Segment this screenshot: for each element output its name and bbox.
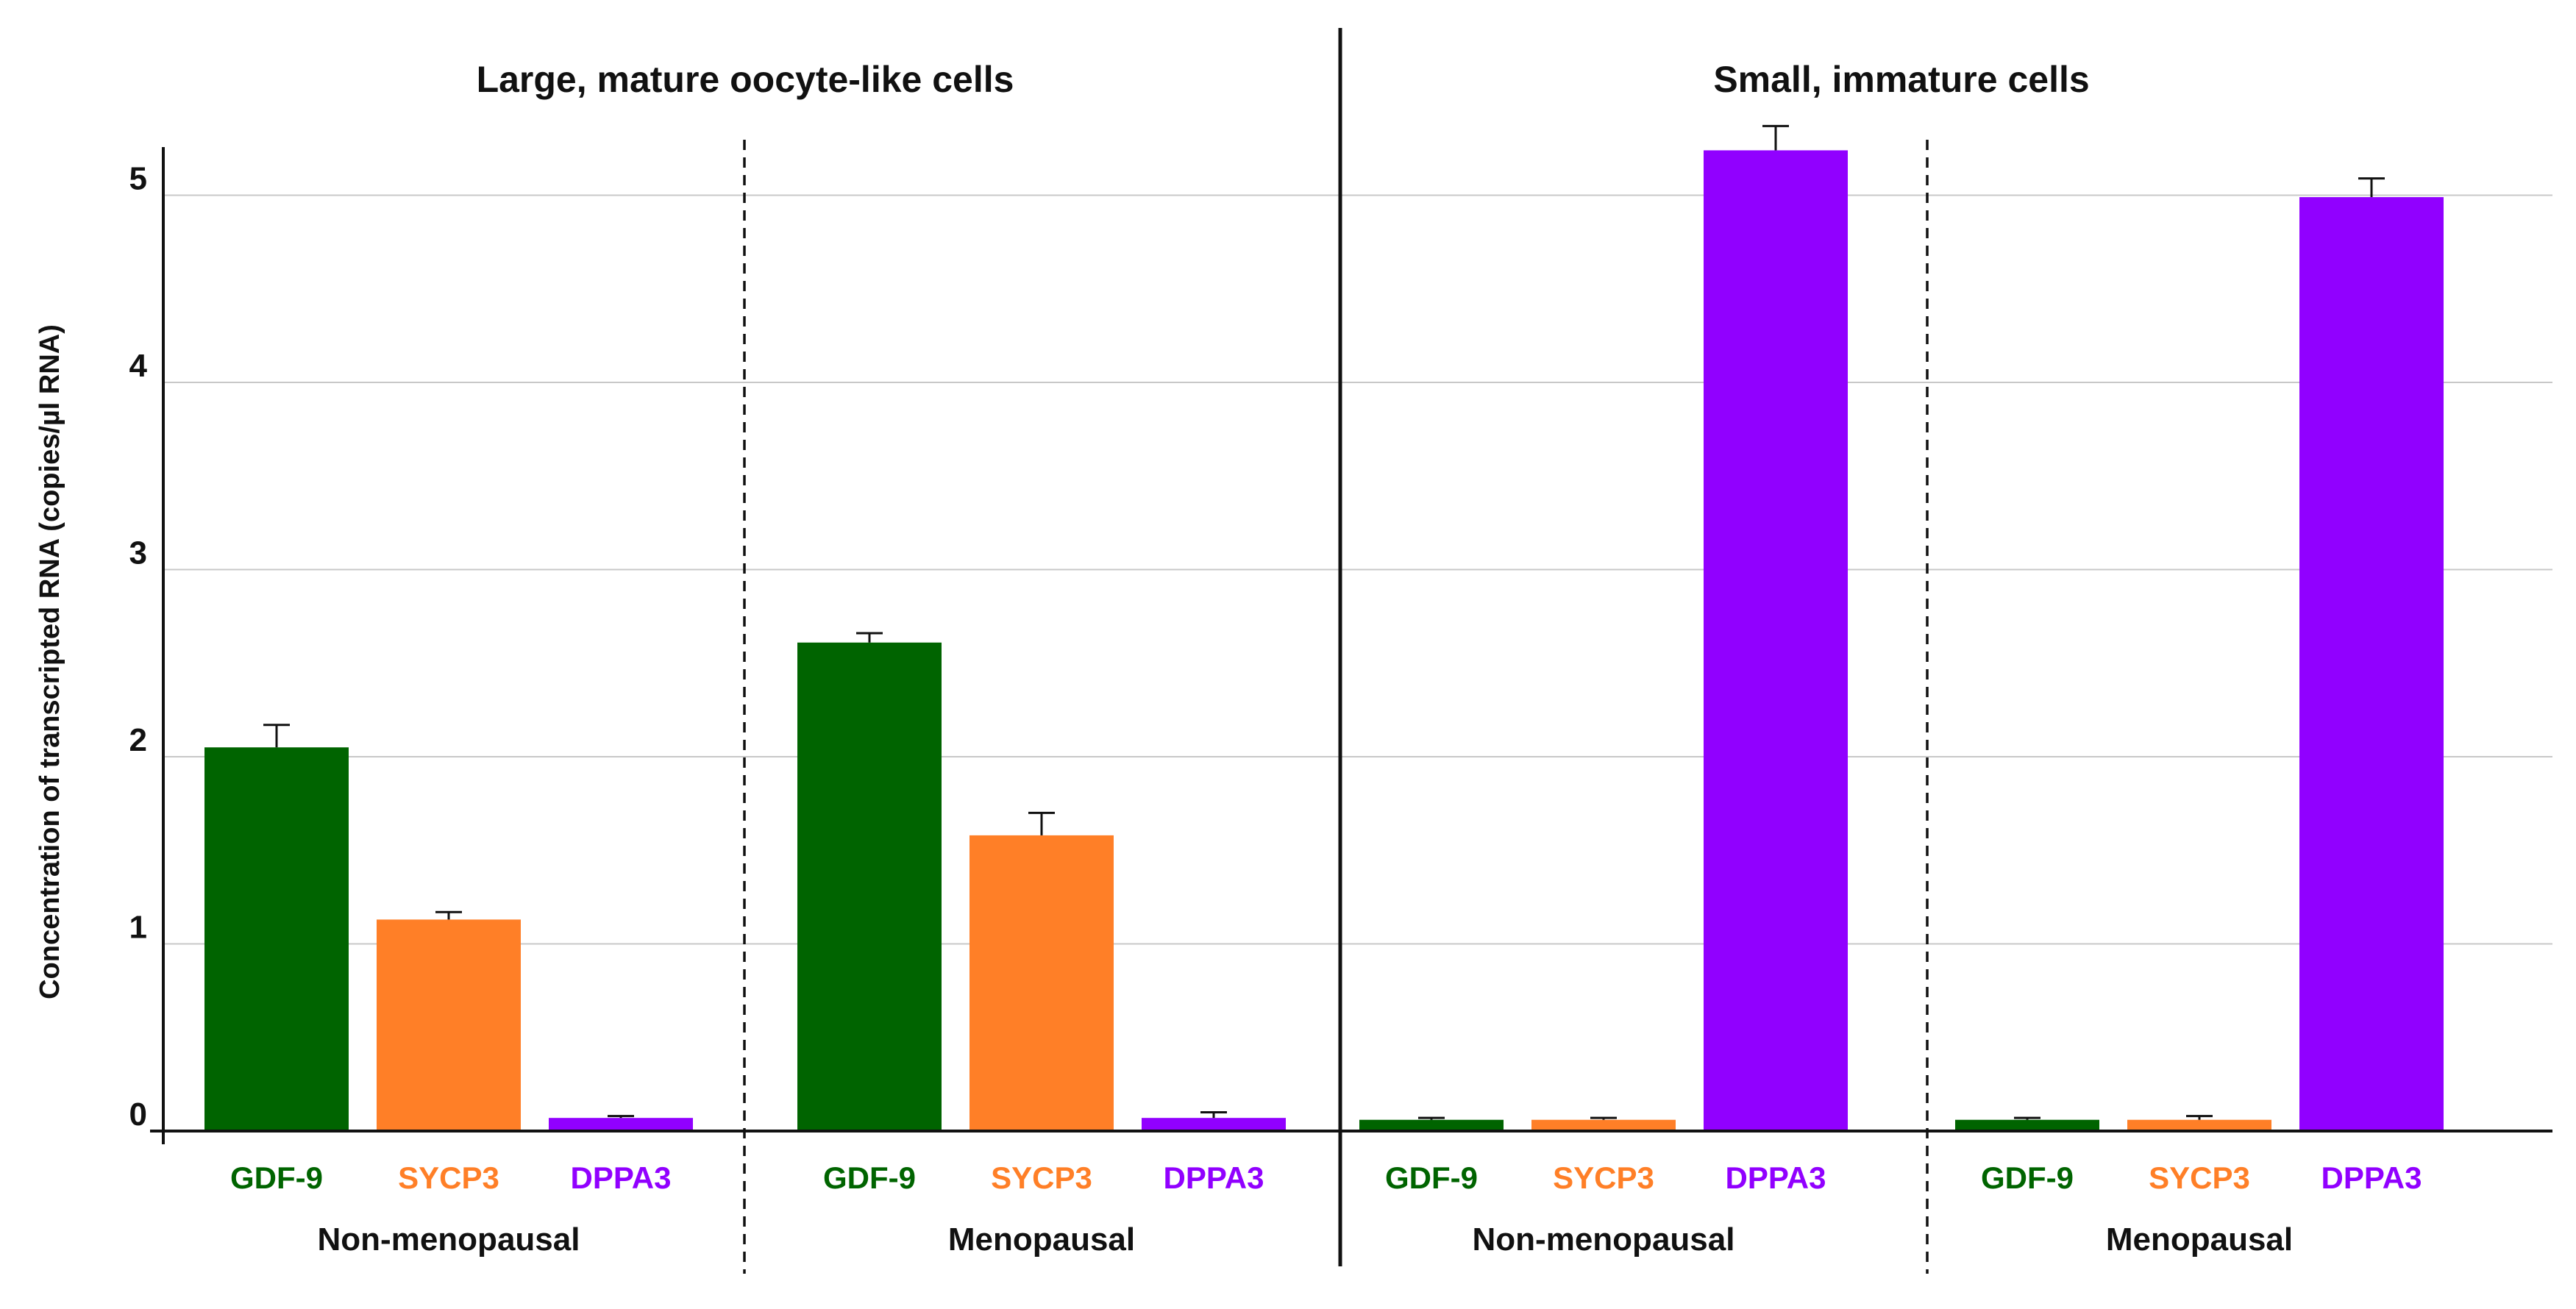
y-tick-label: 1 <box>129 910 147 946</box>
category-label: GDF-9 <box>823 1160 916 1195</box>
section-title: Small, immature cells <box>1713 59 2089 100</box>
bar-gdf9 <box>1955 1119 2099 1131</box>
y-tick-label: 2 <box>129 722 147 758</box>
bars <box>204 124 2444 1131</box>
axes <box>150 28 2552 1274</box>
y-tick-label: 0 <box>129 1096 147 1133</box>
category-label: DPPA3 <box>2321 1160 2422 1195</box>
group-label: Menopausal <box>2106 1221 2293 1258</box>
category-label: SYCP3 <box>991 1160 1092 1195</box>
y-axis-label: Concentration of transcripted RNA (copie… <box>35 324 65 999</box>
gridlines <box>163 194 2552 945</box>
bar-gdf9 <box>797 642 942 1131</box>
bar-sycp3 <box>1531 1119 1676 1131</box>
category-label: GDF-9 <box>1981 1160 2074 1195</box>
bar-sycp3 <box>377 919 521 1131</box>
bar-dppa3 <box>2299 197 2444 1131</box>
section-title: Large, mature oocyte-like cells <box>477 59 1014 100</box>
bar-sycp3 <box>2127 1119 2271 1131</box>
bar-dppa3 <box>1142 1118 1286 1131</box>
category-label: DPPA3 <box>1726 1160 1826 1195</box>
category-label: DPPA3 <box>1164 1160 1264 1195</box>
group-label: Non-menopausal <box>1473 1221 1735 1258</box>
y-tick-label: 5 <box>129 161 147 197</box>
category-label: GDF-9 <box>1385 1160 1478 1195</box>
bar-dppa3 <box>549 1118 693 1131</box>
category-label: DPPA3 <box>571 1160 672 1195</box>
bar-dppa3 <box>1704 150 1848 1131</box>
y-tick-label: 3 <box>129 535 147 571</box>
labels: 0 1 2 3 4 5 Concentration of transcripted RNA … <box>35 59 2422 1258</box>
category-label: SYCP3 <box>2149 1160 2250 1195</box>
y-tick-label: 4 <box>129 348 148 384</box>
bar-gdf9 <box>1359 1119 1504 1131</box>
group-label: Menopausal <box>948 1221 1135 1258</box>
category-label: SYCP3 <box>1553 1160 1654 1195</box>
category-label: SYCP3 <box>398 1160 499 1195</box>
category-label: GDF-9 <box>230 1160 323 1195</box>
group-label: Non-menopausal <box>318 1221 580 1258</box>
bar-sycp3 <box>969 835 1114 1131</box>
bar-gdf9 <box>204 747 349 1131</box>
